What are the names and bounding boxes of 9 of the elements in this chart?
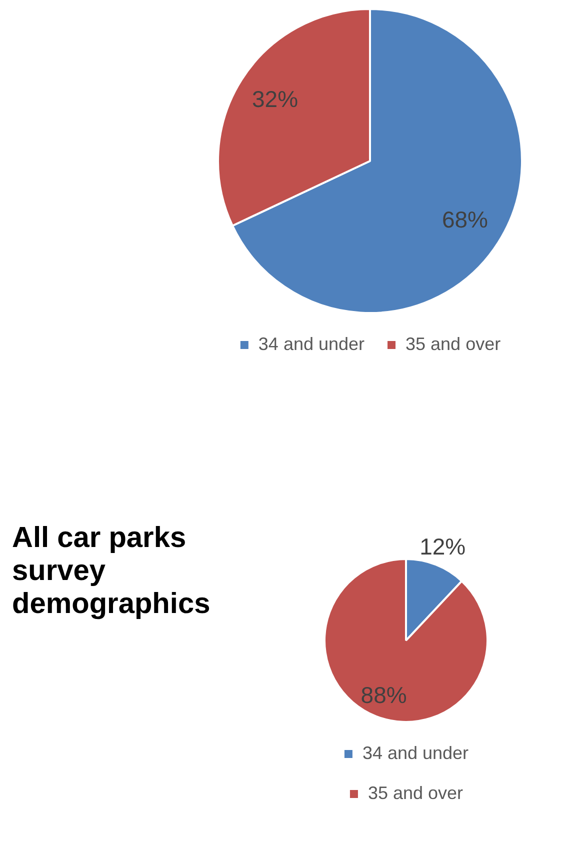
data-label: 68%	[442, 206, 488, 233]
text: All car parks survey demographics	[12, 522, 212, 621]
data-label: 88%	[360, 682, 407, 708]
data-label: 12%	[420, 533, 466, 560]
legend-label: 35 and over	[368, 782, 464, 803]
data-label: 32%	[252, 86, 298, 112]
legend-label: 35 and over	[406, 334, 501, 354]
legend-label: 34 and under	[362, 742, 469, 763]
legend-label: 34 and under	[258, 334, 365, 354]
